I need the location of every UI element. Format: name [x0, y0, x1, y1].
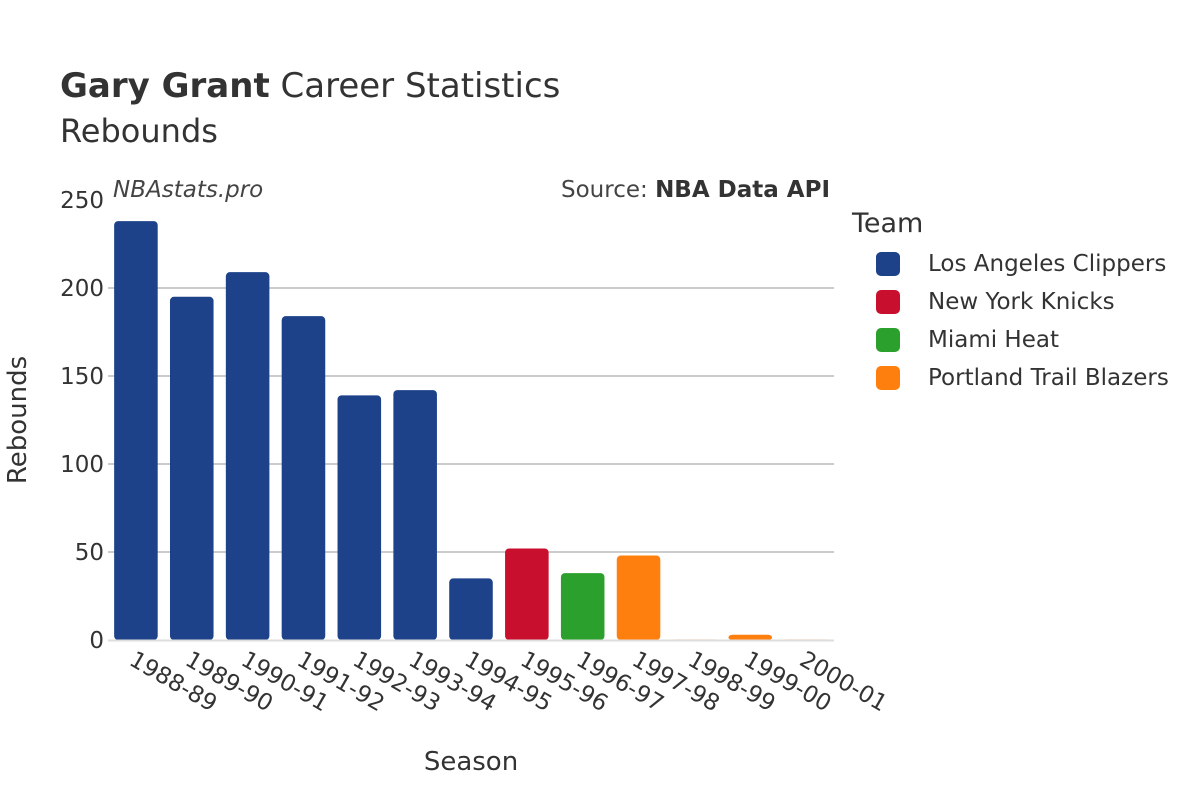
bar-1996-97 — [560, 573, 605, 640]
legend-label: Portland Trail Blazers — [928, 365, 1169, 391]
bar-1991-92 — [281, 316, 326, 640]
y-tick-label: 150 — [60, 364, 104, 390]
legend-label: Miami Heat — [928, 327, 1059, 353]
chart-title: Gary Grant Career Statistics — [60, 66, 560, 106]
title-suffix: Career Statistics — [269, 66, 561, 106]
legend-item-knicks[interactable]: New York Knicks — [852, 283, 1169, 321]
bar-1992-93 — [337, 395, 382, 640]
source-prefix: Source: — [561, 177, 656, 203]
chart-subtitle: Rebounds — [60, 112, 218, 150]
bar-1989-90 — [169, 296, 214, 640]
bar-1993-94 — [393, 390, 437, 640]
legend-swatch — [876, 290, 900, 314]
legend-swatch — [876, 366, 900, 390]
bar-1995-96 — [505, 548, 549, 640]
legend-item-heat[interactable]: Miami Heat — [852, 321, 1169, 359]
legend-label: New York Knicks — [928, 289, 1115, 315]
bar-1997-98 — [616, 555, 661, 640]
legend-item-clippers[interactable]: Los Angeles Clippers — [852, 245, 1169, 283]
x-axis-title: Season — [424, 747, 518, 777]
y-tick-label: 0 — [89, 628, 104, 654]
legend-label: Los Angeles Clippers — [928, 251, 1167, 277]
source-name: NBA Data API — [655, 177, 830, 203]
y-axis-title: Rebounds — [3, 356, 33, 484]
y-tick-label: 100 — [60, 452, 104, 478]
legend-swatch — [876, 252, 900, 276]
legend: Team Los Angeles Clippers New York Knick… — [852, 208, 1169, 397]
legend-swatch — [876, 328, 900, 352]
y-tick-label: 50 — [75, 540, 104, 566]
source-credit: Source: NBA Data API — [561, 177, 830, 203]
y-tick-label: 200 — [60, 276, 104, 302]
bar-1999-00 — [728, 634, 773, 640]
bar-1988-89 — [114, 221, 158, 640]
legend-title: Team — [852, 208, 924, 239]
legend-item-blazers[interactable]: Portland Trail Blazers — [852, 359, 1169, 397]
title-player-name: Gary Grant — [60, 66, 270, 106]
y-tick-label: 250 — [60, 188, 104, 214]
bar-1990-91 — [225, 272, 270, 640]
bar-1994-95 — [449, 578, 493, 640]
watermark: NBAstats.pro — [113, 177, 264, 203]
